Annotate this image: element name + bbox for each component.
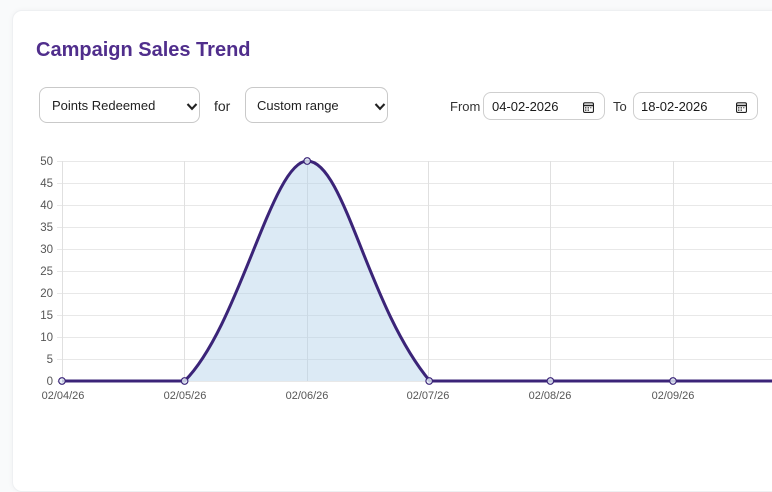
svg-text:02/05/26: 02/05/26 — [164, 390, 207, 402]
svg-text:30: 30 — [40, 244, 53, 256]
svg-text:20: 20 — [40, 288, 53, 300]
svg-text:50: 50 — [40, 156, 53, 168]
svg-text:5: 5 — [47, 354, 53, 366]
svg-text:02/09/26: 02/09/26 — [652, 390, 695, 402]
svg-text:02/06/26: 02/06/26 — [286, 390, 329, 402]
svg-text:45: 45 — [40, 178, 53, 190]
svg-text:0: 0 — [47, 376, 53, 388]
svg-text:15: 15 — [40, 310, 53, 322]
svg-text:02/07/26: 02/07/26 — [407, 390, 450, 402]
svg-text:35: 35 — [40, 222, 53, 234]
svg-text:40: 40 — [40, 200, 53, 212]
svg-text:02/04/26: 02/04/26 — [42, 390, 85, 402]
svg-text:10: 10 — [40, 332, 53, 344]
svg-text:25: 25 — [40, 266, 53, 278]
svg-text:02/08/26: 02/08/26 — [529, 390, 572, 402]
